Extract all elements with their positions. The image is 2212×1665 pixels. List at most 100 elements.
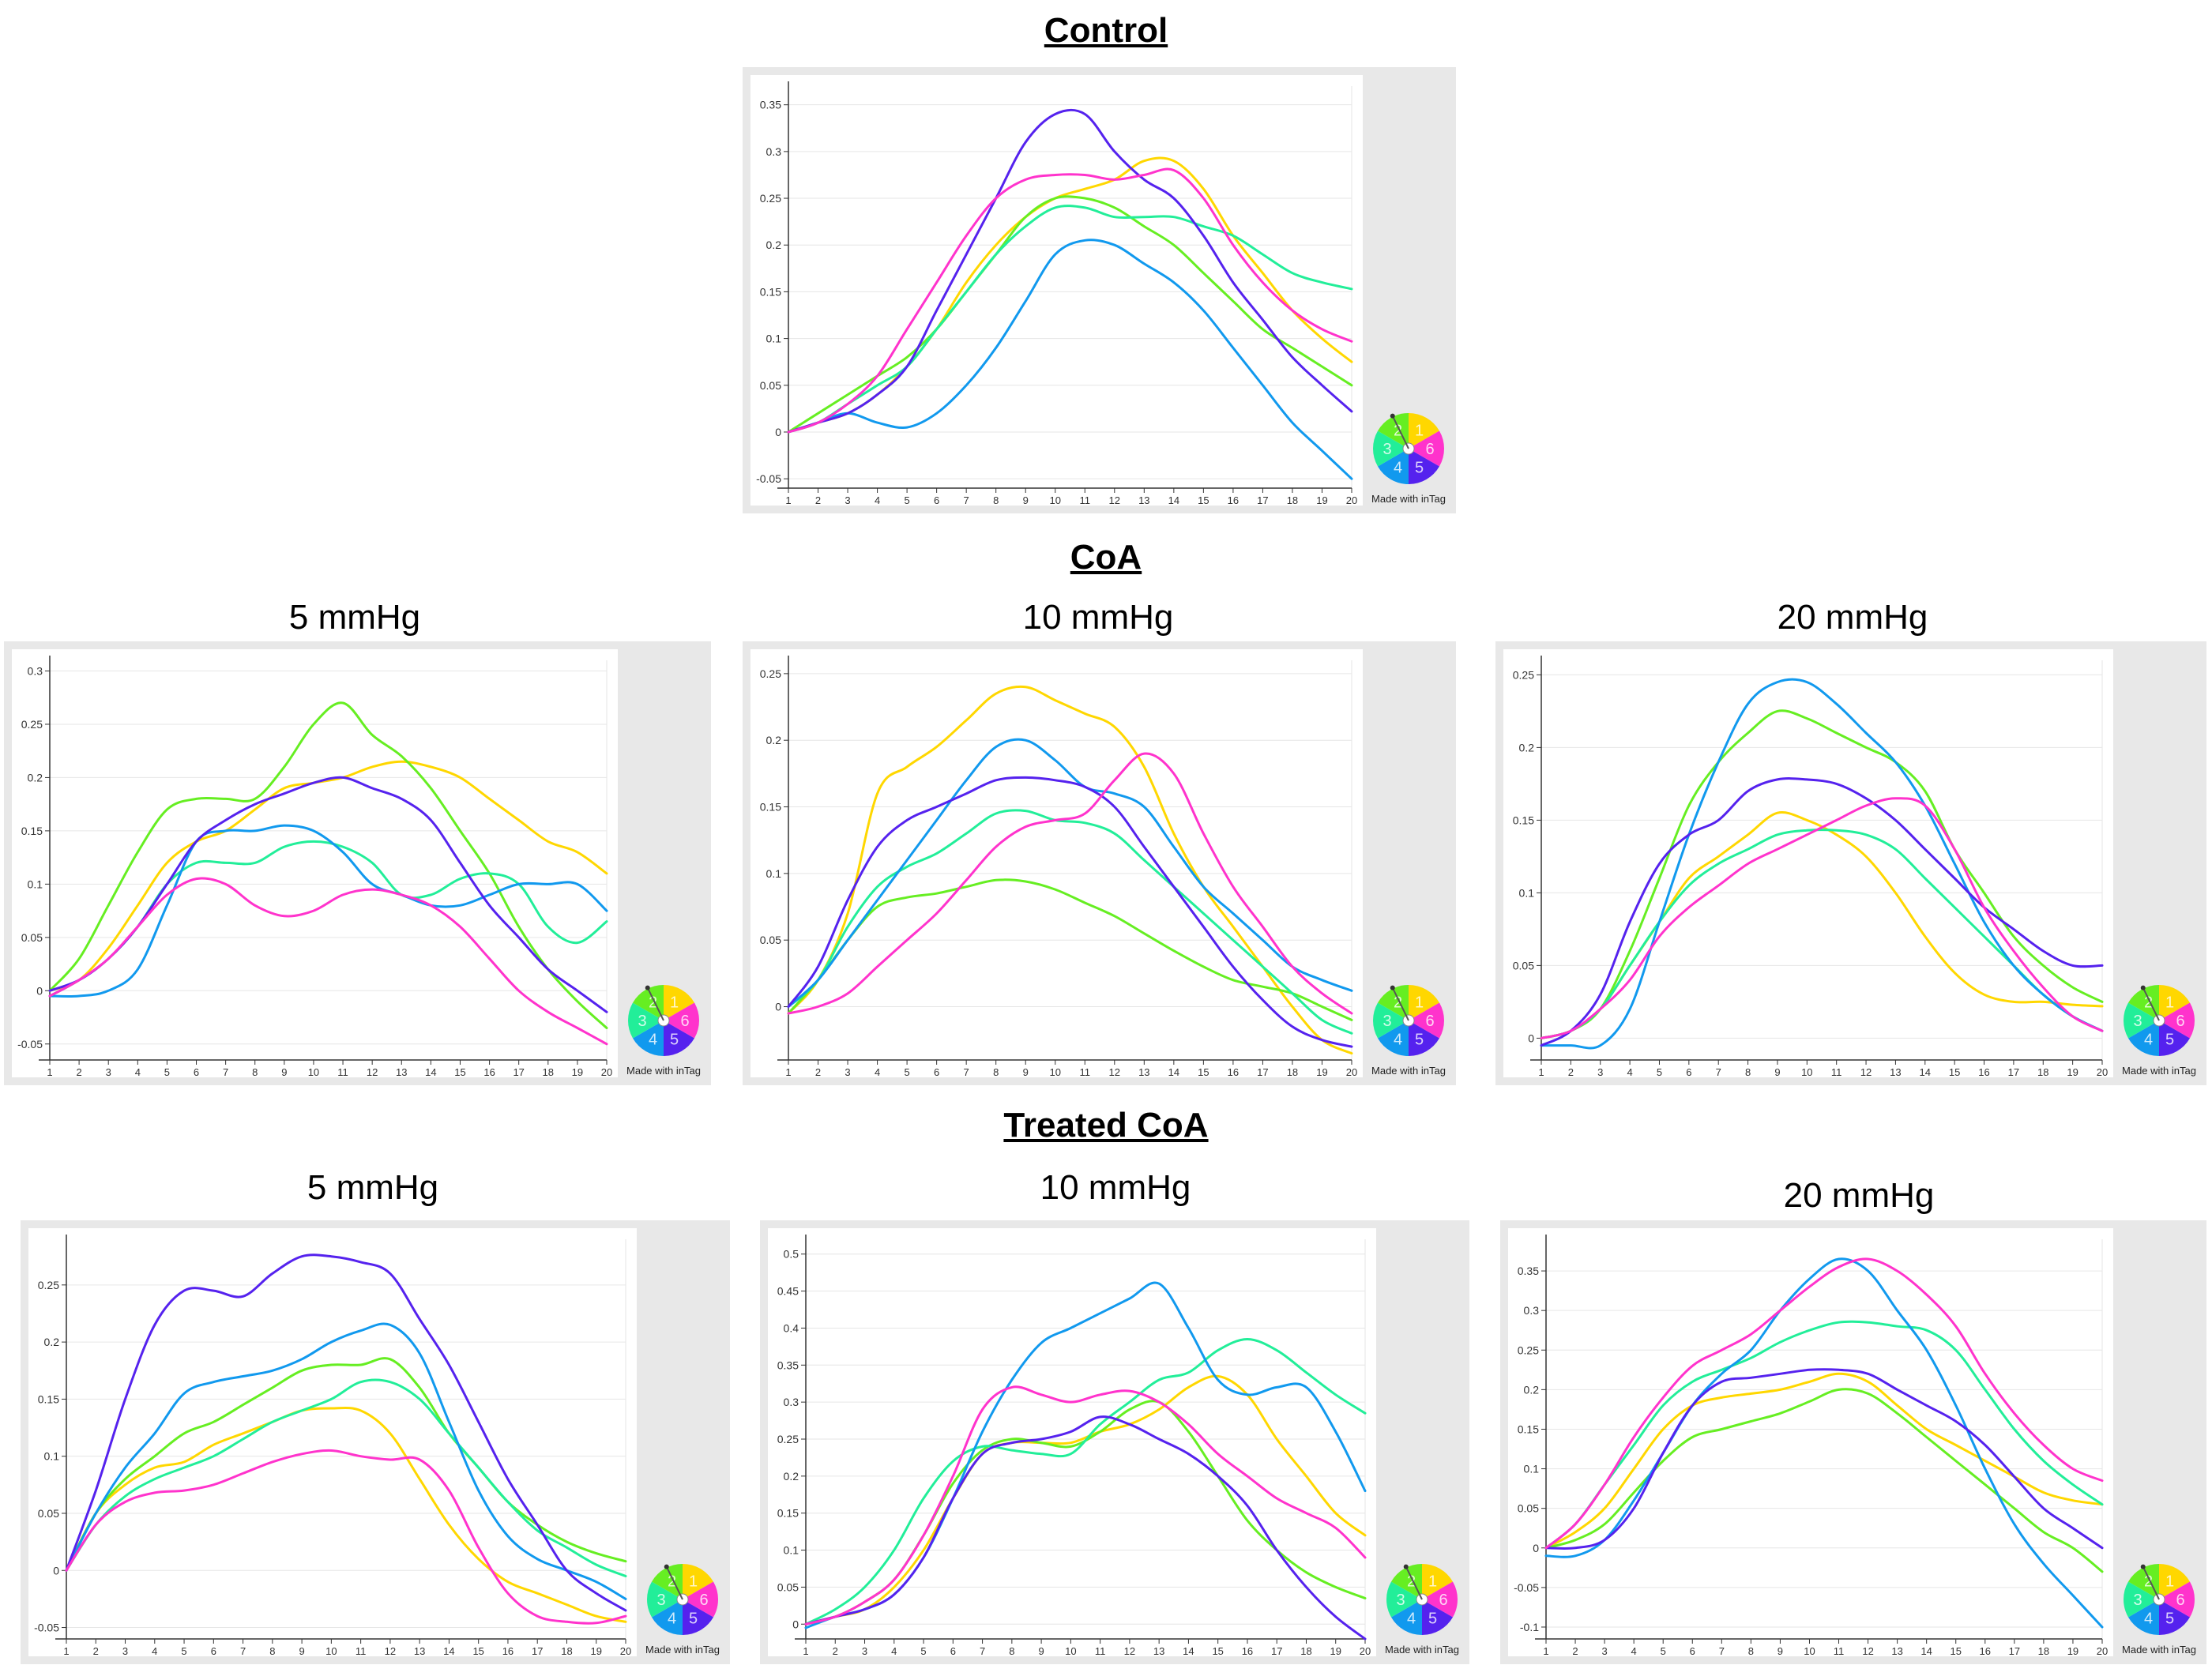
y-tick-label: 0.1	[766, 867, 782, 880]
series-line-4	[65, 1322, 627, 1600]
y-tick-label: 0.2	[766, 734, 782, 746]
wheel-segment-3	[2124, 1581, 2159, 1618]
treated-20-title: 20 mmHg	[1783, 1176, 1935, 1215]
x-tick-label: 6	[934, 1066, 939, 1078]
x-tick-label: 14	[1183, 1645, 1194, 1657]
treated-20-chart: -0.1 -0.05 0 0.05 0.1 0.15 0.2 0.25 0.3 0.35 1 2 3 4 5…	[1500, 1220, 2206, 1664]
wheel-segment-5	[1422, 1599, 1453, 1635]
x-tick-label: 3	[845, 1066, 850, 1078]
wheel-segment-label: 1	[1415, 423, 1424, 440]
wheel-segment-5	[2159, 1599, 2190, 1635]
x-tick-label: 18	[2037, 1066, 2048, 1078]
x-tick-label: 8	[993, 494, 999, 506]
wheel-needle-tip	[1390, 413, 1395, 419]
wheel-segment-4	[652, 1599, 683, 1635]
wheel-segment-label: 6	[1425, 1013, 1434, 1030]
wheel-needle	[2142, 1566, 2160, 1600]
x-tick-label: 19	[572, 1066, 583, 1078]
wheel-segment-label: 2	[1394, 423, 1402, 440]
x-tick-label: 20	[620, 1645, 631, 1657]
x-tick-label: 14	[1168, 1066, 1179, 1078]
x-tick-label: 10	[1804, 1645, 1815, 1657]
wheel-segment-label: 6	[2176, 1013, 2184, 1030]
x-tick-label: 18	[2038, 1645, 2049, 1657]
x-tick-label: 9	[1023, 494, 1029, 506]
x-tick-label: 4	[891, 1645, 897, 1657]
made-with-intag-caption: Made with inTag	[645, 1644, 720, 1656]
x-tick-label: 17	[1257, 1066, 1268, 1078]
wheel-segment-5	[1409, 449, 1439, 484]
y-tick-label: 0.2	[1524, 1383, 1540, 1396]
x-tick-label: 9	[1038, 1645, 1044, 1657]
x-tick-label: 18	[1300, 1645, 1311, 1657]
x-tick-label: 16	[1228, 494, 1239, 506]
x-tick-label: 5	[904, 494, 909, 506]
y-tick-label: 0.15	[760, 285, 781, 298]
x-tick-label: 1	[1538, 1066, 1544, 1078]
coa-20-title: 20 mmHg	[1777, 598, 1928, 637]
x-tick-label: 7	[980, 1645, 985, 1657]
x-tick-label: 11	[1831, 1066, 1842, 1078]
x-tick-label: 3	[1597, 1066, 1603, 1078]
x-tick-label: 15	[454, 1066, 465, 1078]
wheel-segment-1	[2159, 1564, 2190, 1599]
x-tick-label: 19	[591, 1645, 602, 1657]
y-tick-label: 0.15	[38, 1393, 59, 1405]
wheel-segment-label: 5	[1415, 1031, 1424, 1048]
wheel-needle-tip	[1403, 1564, 1409, 1569]
wheel-segment-label: 6	[1425, 441, 1434, 458]
y-tick-label: 0.2	[28, 771, 43, 784]
coa-5-chart: -0.05 0 0.05 0.1 0.15 0.2 0.25 0.3 1 2 3 4 5 6 7 8 9 10 11…	[4, 641, 711, 1085]
series-line-5	[787, 108, 1353, 434]
x-tick-label: 12	[1124, 1645, 1135, 1657]
y-tick-label: 0	[775, 1001, 781, 1013]
series-line-6	[804, 1385, 1367, 1626]
plot-background	[28, 1228, 637, 1656]
x-tick-label: 5	[904, 1066, 909, 1078]
series-line-6	[787, 167, 1353, 434]
x-tick-label: 15	[1949, 1066, 1960, 1078]
y-tick-label: 0.25	[38, 1279, 59, 1291]
y-tick-label: 0.3	[784, 1396, 799, 1408]
x-tick-label: 10	[1065, 1645, 1076, 1657]
y-tick-label: 0.2	[766, 239, 782, 251]
wheel-segment-1	[683, 1564, 713, 1599]
x-tick-label: 20	[1346, 494, 1357, 506]
series-line-3	[787, 205, 1353, 434]
x-tick-label: 20	[1360, 1645, 1371, 1657]
x-tick-label: 19	[1330, 1645, 1341, 1657]
y-tick-label: 0	[792, 1618, 799, 1630]
wheel-needle-tip	[664, 1564, 669, 1569]
wheel-segment-label: 3	[2133, 1013, 2142, 1030]
x-tick-label: 2	[1568, 1066, 1574, 1078]
y-tick-label: 0.25	[760, 192, 781, 205]
x-tick-label: 14	[1920, 1066, 1931, 1078]
x-tick-label: 20	[2097, 1066, 2108, 1078]
coa-10-chart: 0 0.05 0.1 0.15 0.2 0.25 1 2 3 4 5 6 7 8 9 10 11 12 13 14 15…	[743, 641, 1456, 1085]
wheel-segment-5	[1409, 1020, 1439, 1056]
treated-coa-title: Treated CoA	[1003, 1106, 1209, 1144]
x-tick-label: 18	[543, 1066, 554, 1078]
y-tick-label: -0.05	[34, 1622, 59, 1634]
series-line-6	[787, 752, 1353, 1015]
x-tick-label: 3	[106, 1066, 111, 1078]
x-tick-label: 15	[1198, 494, 1209, 506]
series-line-5	[1544, 1368, 2104, 1550]
treated-10-chart: 0 0.05 0.1 0.15 0.2 0.25 0.3 0.35 0.4 0.45 0.5 1 2 3 4…	[760, 1220, 1469, 1664]
y-tick-label: 0.35	[1518, 1265, 1539, 1277]
x-tick-label: 5	[181, 1645, 186, 1657]
made-with-intag-caption: Made with inTag	[626, 1065, 701, 1077]
wheel-segment-label: 1	[2165, 1573, 2174, 1591]
y-tick-label: 0.4	[784, 1321, 799, 1334]
x-tick-label: 14	[1920, 1645, 1932, 1657]
x-tick-label: 14	[425, 1066, 436, 1078]
wheel-segment-4	[2128, 1020, 2159, 1056]
x-tick-label: 16	[1242, 1645, 1253, 1657]
made-with-intag-caption: Made with inTag	[1371, 1065, 1446, 1077]
wheel-segment-1	[1409, 413, 1439, 449]
y-tick-label: 0.25	[777, 1433, 799, 1445]
series-line-4	[787, 239, 1353, 480]
wheel-segment-6	[1409, 1002, 1444, 1039]
